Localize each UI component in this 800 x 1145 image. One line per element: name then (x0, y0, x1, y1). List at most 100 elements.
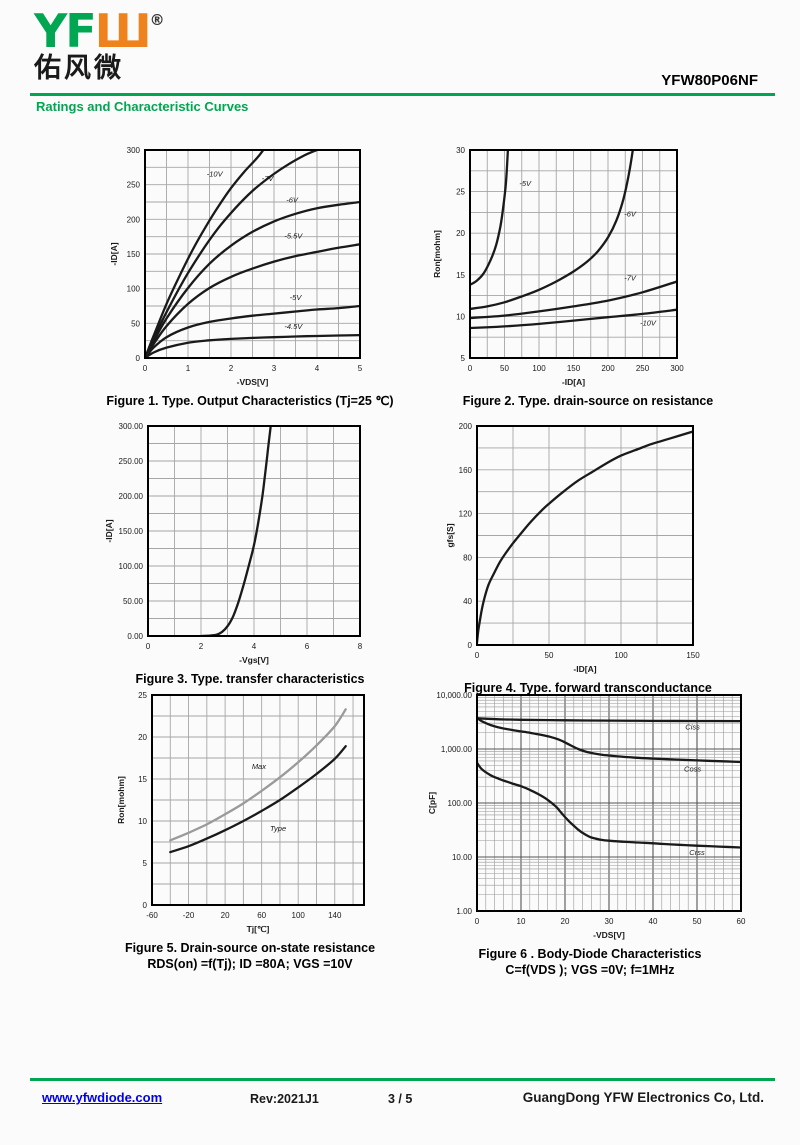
svg-text:-60: -60 (146, 911, 158, 920)
svg-text:-10V: -10V (640, 319, 657, 328)
svg-text:50: 50 (693, 917, 702, 926)
svg-text:-6V: -6V (624, 210, 637, 219)
svg-text:5: 5 (143, 859, 148, 868)
figure1-caption: Figure 1. Type. Output Characteristics (… (106, 394, 394, 408)
svg-text:100.00: 100.00 (119, 562, 144, 571)
svg-text:-5V: -5V (519, 179, 532, 188)
figure4-caption: Figure 4. Type. forward transconductance (464, 681, 712, 695)
svg-text:100: 100 (292, 911, 306, 920)
svg-text:150: 150 (567, 364, 581, 373)
svg-text:10: 10 (456, 312, 465, 321)
footer-page-number: 3 / 5 (388, 1092, 413, 1106)
svg-text:0: 0 (143, 364, 148, 373)
figure5-caption: Figure 5. Drain-source on-state resistan… (124, 941, 376, 955)
svg-text:0: 0 (475, 917, 480, 926)
logo-yf-text: YF (34, 4, 97, 58)
svg-text:20: 20 (138, 733, 147, 742)
svg-text:Tj[℃]: Tj[℃] (247, 924, 270, 934)
company-logo: YFШ® 佑风微 (34, 8, 165, 84)
svg-text:4: 4 (252, 642, 257, 651)
svg-text:-VDS[V]: -VDS[V] (237, 377, 269, 387)
svg-text:0.00: 0.00 (127, 632, 143, 641)
figure6-chart: 0 10 20 30 40 50 60 1.00 10.00 100.00 1,000.00 10,0… (425, 687, 755, 945)
svg-text:gfs[S]: gfs[S] (445, 523, 455, 547)
svg-text:5: 5 (461, 354, 466, 363)
svg-text:100.00: 100.00 (448, 799, 473, 808)
svg-text:0: 0 (468, 641, 473, 650)
svg-text:100: 100 (614, 651, 628, 660)
svg-text:2: 2 (199, 642, 204, 651)
svg-text:15: 15 (138, 775, 147, 784)
svg-text:4: 4 (315, 364, 320, 373)
figure2-caption: Figure 2. Type. drain-source on resistan… (462, 394, 714, 408)
page-title: Ratings and Characteristic Curves (36, 99, 249, 114)
svg-text:C[pF]: C[pF] (427, 792, 437, 814)
svg-text:Ron[mohm]: Ron[mohm] (432, 230, 442, 278)
figure6-caption-line2: C=f(VDS ); VGS =0V; f=1MHz (505, 962, 675, 977)
svg-text:250: 250 (636, 364, 650, 373)
svg-text:20: 20 (456, 229, 465, 238)
svg-text:50: 50 (500, 364, 509, 373)
svg-text:-ID[A]: -ID[A] (104, 519, 114, 542)
svg-text:-ID[A]: -ID[A] (109, 242, 119, 265)
svg-text:160: 160 (459, 466, 473, 475)
footer-rule (30, 1078, 775, 1081)
figure3-chart: 0 2 4 6 8 0.00 50.00 100.00 150.00 200.00 250.00 30… (90, 418, 410, 670)
svg-text:250: 250 (127, 181, 141, 190)
svg-text:-5.5V: -5.5V (284, 232, 303, 241)
svg-text:10: 10 (138, 817, 147, 826)
figure2: 0 50 100 150 200 250 300 5 10 15 20 25 30 -ID[A] Ron[m… (428, 142, 748, 410)
svg-text:10,000.00: 10,000.00 (436, 691, 472, 700)
svg-text:120: 120 (459, 510, 473, 519)
svg-text:50: 50 (131, 319, 140, 328)
svg-text:80: 80 (463, 553, 472, 562)
logo-w-glyph: Ш (94, 4, 152, 58)
svg-text:-ID[A]: -ID[A] (562, 377, 585, 387)
figure5: -60 -20 20 60 100 140 0 5 10 15 20 25 Tj[℃] Ron[mohm]… (90, 687, 410, 972)
svg-text:Crss: Crss (689, 848, 705, 857)
svg-text:Max: Max (252, 762, 266, 771)
svg-text:Ron[mohm]: Ron[mohm] (116, 776, 126, 824)
svg-text:50: 50 (545, 651, 554, 660)
svg-text:0: 0 (475, 651, 480, 660)
figure6: 0 10 20 30 40 50 60 1.00 10.00 100.00 1,000.00 10,0… (425, 687, 755, 978)
figure3: 0 2 4 6 8 0.00 50.00 100.00 150.00 200.00 250.00 30… (90, 418, 410, 688)
svg-text:-Vgs[V]: -Vgs[V] (239, 655, 269, 665)
figure6-caption: Figure 6 . Body-Diode Characteristics (478, 947, 702, 961)
svg-text:50.00: 50.00 (123, 597, 144, 606)
svg-text:-20: -20 (183, 911, 195, 920)
svg-text:60: 60 (257, 911, 266, 920)
svg-text:-5V: -5V (290, 293, 303, 302)
svg-text:Coss: Coss (684, 765, 701, 774)
figure3-caption: Figure 3. Type. transfer characteristics (135, 672, 365, 686)
svg-text:1: 1 (186, 364, 191, 373)
registered-trademark-icon: ® (149, 11, 165, 29)
svg-text:140: 140 (328, 911, 342, 920)
svg-text:-ID[A]: -ID[A] (573, 664, 596, 674)
svg-text:10: 10 (517, 917, 526, 926)
footer-website-link[interactable]: www.yfwdiode.com (42, 1090, 163, 1105)
svg-text:60: 60 (737, 917, 746, 926)
svg-text:-6V: -6V (286, 196, 299, 205)
svg-text:Type: Type (270, 824, 286, 833)
figure2-chart: 0 50 100 150 200 250 300 5 10 15 20 25 30 -ID[A] Ron[m… (428, 142, 748, 392)
svg-text:Ciss: Ciss (685, 722, 700, 731)
logo-chinese-name: 佑风微 (34, 53, 124, 84)
svg-text:20: 20 (221, 911, 230, 920)
svg-text:30: 30 (605, 917, 614, 926)
svg-text:40: 40 (463, 597, 472, 606)
svg-text:0: 0 (146, 642, 151, 651)
svg-text:150: 150 (686, 651, 700, 660)
svg-text:25: 25 (138, 691, 147, 700)
svg-text:200: 200 (459, 422, 473, 431)
svg-text:1.00: 1.00 (456, 907, 472, 916)
svg-text:300: 300 (127, 146, 141, 155)
svg-text:-VDS[V]: -VDS[V] (593, 930, 625, 940)
figure1: 0 1 2 3 4 5 0 50 100 150 200 250 300 -VDS[V] -ID[A] -10… (90, 142, 410, 410)
svg-text:2: 2 (229, 364, 234, 373)
svg-text:6: 6 (305, 642, 310, 651)
svg-text:15: 15 (456, 271, 465, 280)
svg-text:250.00: 250.00 (119, 457, 144, 466)
svg-text:3: 3 (272, 364, 277, 373)
header-rule (30, 93, 775, 96)
